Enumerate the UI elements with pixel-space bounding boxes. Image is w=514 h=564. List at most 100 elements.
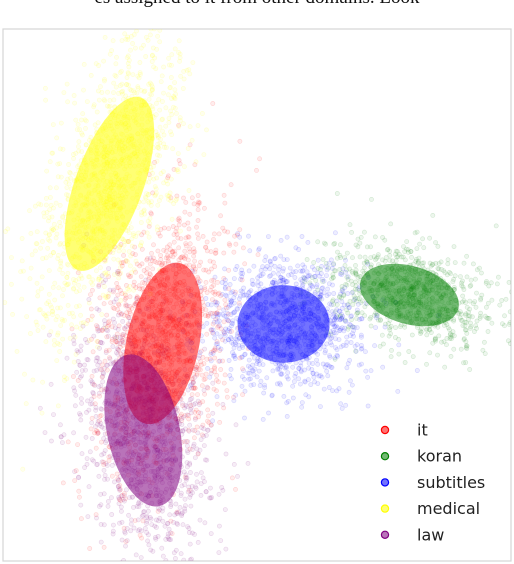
point-medical xyxy=(132,45,138,51)
point-subtitles xyxy=(272,256,277,262)
point-subtitles xyxy=(329,342,335,348)
point-it xyxy=(185,220,191,226)
point-medical xyxy=(125,53,131,59)
point-it xyxy=(152,159,157,165)
point-medical xyxy=(117,244,122,250)
point-subtitles xyxy=(222,266,227,272)
point-subtitles xyxy=(235,231,241,236)
point-it xyxy=(214,310,220,316)
point-it xyxy=(106,454,112,460)
point-it xyxy=(99,367,104,372)
point-it xyxy=(136,283,142,289)
point-it xyxy=(198,362,204,368)
point-it xyxy=(105,323,110,329)
point-subtitles xyxy=(226,337,232,343)
point-medical xyxy=(156,97,162,102)
point-medical xyxy=(125,60,131,66)
point-koran xyxy=(474,325,479,331)
point-law xyxy=(216,550,222,555)
point-it xyxy=(203,313,208,318)
point-medical xyxy=(45,311,51,317)
point-it xyxy=(218,293,224,299)
point-medical xyxy=(165,92,171,98)
point-medical xyxy=(57,349,63,354)
point-subtitles xyxy=(270,368,276,374)
point-koran xyxy=(474,290,479,296)
point-medical xyxy=(47,238,53,244)
point-medical xyxy=(193,159,199,165)
point-medical xyxy=(125,259,130,264)
point-medical xyxy=(141,199,147,205)
point-it xyxy=(116,268,122,274)
point-subtitles xyxy=(238,276,243,282)
point-koran xyxy=(451,317,457,322)
point-medical xyxy=(114,54,119,60)
point-medical xyxy=(169,62,174,68)
point-subtitles xyxy=(330,282,335,288)
point-it xyxy=(165,173,171,179)
point-it xyxy=(176,245,182,251)
point-medical xyxy=(121,242,127,248)
point-it xyxy=(115,476,121,482)
point-medical xyxy=(61,287,66,292)
point-medical xyxy=(129,236,135,242)
point-subtitles xyxy=(236,296,242,302)
point-it xyxy=(118,487,123,492)
point-subtitles xyxy=(307,273,313,279)
point-it xyxy=(191,385,197,391)
point-medical xyxy=(40,379,45,385)
point-subtitles xyxy=(292,275,298,280)
point-it xyxy=(220,358,225,364)
point-it xyxy=(118,288,123,293)
point-it xyxy=(149,258,155,263)
point-medical xyxy=(55,332,60,338)
point-it xyxy=(75,270,81,276)
point-subtitles xyxy=(348,340,354,345)
point-subtitles xyxy=(212,274,218,280)
point-it xyxy=(196,200,202,206)
point-subtitles xyxy=(212,335,218,341)
point-subtitles xyxy=(359,316,365,322)
point-subtitles xyxy=(285,370,291,376)
point-koran xyxy=(353,267,359,273)
point-koran xyxy=(477,315,483,321)
point-subtitles xyxy=(245,370,251,376)
point-koran xyxy=(334,255,340,261)
point-subtitles xyxy=(327,301,333,307)
point-koran xyxy=(435,324,441,330)
point-medical xyxy=(74,324,79,330)
point-subtitles xyxy=(248,288,254,293)
point-medical xyxy=(143,54,149,59)
point-subtitles xyxy=(319,263,324,269)
point-medical xyxy=(166,115,172,121)
point-medical xyxy=(35,293,41,299)
point-koran xyxy=(331,241,337,247)
point-subtitles xyxy=(344,365,350,371)
point-it xyxy=(123,303,129,309)
point-it xyxy=(205,418,210,424)
point-medical xyxy=(171,94,176,99)
point-koran xyxy=(448,353,454,359)
point-it xyxy=(222,297,228,303)
point-it xyxy=(147,271,153,276)
point-law xyxy=(233,422,239,428)
point-medical xyxy=(48,195,53,200)
point-it xyxy=(240,366,245,372)
point-koran xyxy=(410,261,416,267)
point-medical xyxy=(88,134,94,140)
point-subtitles xyxy=(315,351,320,357)
point-it xyxy=(185,234,191,240)
point-subtitles xyxy=(380,364,386,370)
point-it xyxy=(174,509,180,515)
point-koran xyxy=(463,311,469,317)
point-it xyxy=(105,293,111,299)
point-it xyxy=(154,260,160,266)
point-subtitles xyxy=(329,265,335,271)
point-it xyxy=(201,361,207,367)
point-it xyxy=(152,259,158,264)
point-subtitles xyxy=(258,378,264,384)
point-it xyxy=(226,286,232,292)
point-it xyxy=(239,277,245,283)
point-medical xyxy=(64,81,70,87)
point-medical xyxy=(118,265,123,270)
